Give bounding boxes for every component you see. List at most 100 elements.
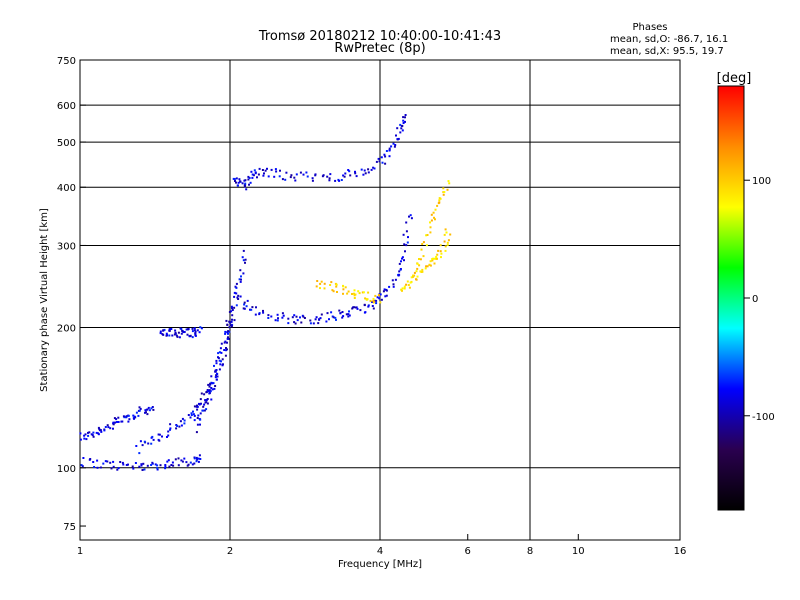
data-point — [429, 231, 432, 234]
data-point — [443, 191, 446, 193]
data-point — [133, 415, 136, 418]
data-point — [291, 316, 294, 319]
data-point — [79, 432, 82, 435]
data-point — [254, 171, 257, 174]
data-point — [199, 326, 202, 329]
data-point — [156, 467, 159, 470]
colorbar: [deg] 100 0 -100 — [717, 71, 775, 511]
y-tick-label: 400 — [57, 183, 76, 194]
data-point — [296, 319, 299, 322]
data-point — [196, 458, 199, 461]
data-point — [433, 216, 435, 219]
data-point — [150, 442, 153, 445]
data-point — [380, 298, 383, 301]
data-point — [220, 360, 222, 363]
data-point — [353, 289, 356, 292]
data-point — [183, 331, 186, 333]
data-point — [438, 199, 441, 202]
data-point — [170, 464, 173, 466]
data-point — [208, 390, 211, 393]
data-point — [416, 275, 419, 278]
data-point — [238, 178, 241, 181]
data-point — [133, 417, 135, 420]
data-point — [277, 317, 279, 320]
data-point — [282, 314, 285, 317]
data-point — [164, 464, 167, 466]
data-point — [107, 426, 110, 429]
data-point — [97, 426, 100, 429]
data-point — [242, 259, 245, 262]
data-point — [402, 122, 405, 124]
data-point — [330, 311, 333, 314]
data-point — [367, 291, 370, 294]
x-axis-label: Frequency [MHz] — [338, 559, 422, 570]
data-point — [221, 358, 224, 361]
data-point — [372, 301, 375, 304]
data-point — [410, 217, 413, 220]
y-tick-label: 100 — [57, 464, 76, 475]
data-point — [373, 167, 376, 170]
data-point — [224, 330, 227, 333]
data-point — [223, 349, 226, 351]
data-point — [416, 267, 419, 270]
data-point — [199, 398, 202, 401]
data-point — [266, 167, 268, 170]
data-point — [235, 181, 237, 184]
data-point — [193, 462, 196, 465]
data-point — [148, 409, 151, 412]
data-point — [242, 307, 245, 310]
data-point — [314, 318, 317, 321]
data-point — [215, 369, 218, 371]
data-point — [262, 309, 264, 312]
data-point — [274, 319, 277, 322]
data-point — [241, 256, 244, 259]
data-point — [213, 364, 215, 367]
y-axis-ticks: 75 100 200 300 400 500 600 750 — [57, 56, 86, 533]
data-point — [156, 464, 159, 467]
data-point — [233, 178, 236, 180]
data-point — [84, 433, 87, 436]
data-point — [385, 150, 388, 152]
data-point — [215, 362, 218, 365]
data-point — [191, 336, 194, 339]
data-point — [199, 423, 201, 426]
data-point — [351, 307, 354, 310]
data-point — [403, 243, 406, 246]
data-point — [413, 271, 416, 274]
data-point — [436, 253, 439, 256]
colorbar-ticks: 100 0 -100 — [744, 176, 775, 423]
data-point — [388, 285, 391, 288]
data-point — [200, 402, 202, 405]
data-point — [243, 184, 246, 187]
data-point — [231, 309, 234, 311]
data-point — [402, 119, 405, 122]
data-point — [289, 176, 292, 179]
data-point — [284, 178, 287, 181]
data-point — [99, 429, 102, 432]
data-point — [98, 428, 101, 431]
data-point — [383, 153, 386, 156]
data-point — [139, 407, 142, 410]
data-point — [382, 290, 385, 293]
data-point — [369, 299, 372, 302]
data-point — [228, 330, 231, 333]
data-point — [445, 231, 448, 234]
data-point — [374, 294, 377, 297]
data-point — [247, 175, 250, 178]
data-point — [93, 466, 96, 468]
data-point — [183, 422, 186, 425]
data-point — [315, 285, 318, 288]
data-point — [430, 213, 433, 216]
data-point — [228, 326, 231, 329]
data-point — [406, 241, 409, 244]
data-point — [181, 417, 184, 420]
data-point — [235, 286, 238, 289]
data-point — [412, 275, 415, 278]
data-point — [363, 303, 366, 306]
data-point — [144, 409, 147, 412]
data-point — [446, 241, 449, 244]
data-point — [175, 427, 178, 430]
data-point — [237, 298, 240, 300]
data-point — [398, 270, 401, 273]
data-points — [79, 114, 452, 471]
